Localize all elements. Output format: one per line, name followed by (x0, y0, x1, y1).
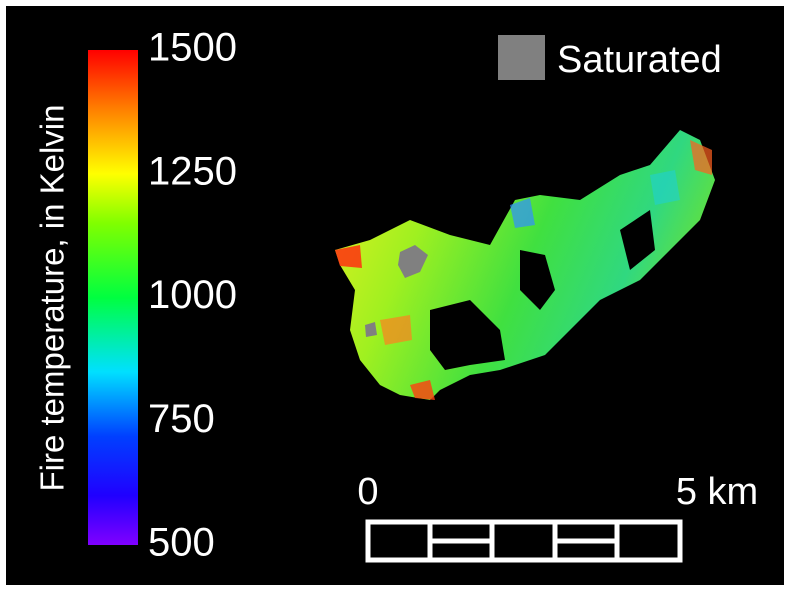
colorbar-tick-label: 1000 (148, 273, 237, 317)
saturated-swatch (498, 35, 545, 80)
page: {"colorbar": {"label": "Fire temperature… (0, 0, 790, 591)
colorbar-tick-label: 750 (148, 397, 215, 441)
colorbar (88, 50, 138, 545)
map-figure: Fire temperature, in Kelvin 500 750 1000 12… (0, 0, 790, 591)
legend-label: Saturated (557, 39, 722, 81)
colorbar-title: Fire temperature, in Kelvin (34, 105, 71, 492)
colorbar-tick-label: 1500 (148, 26, 237, 70)
scale-end-label: 5 km (676, 471, 758, 513)
colorbar-tick-label: 1250 (148, 149, 237, 193)
colorbar-tick-label: 500 (148, 521, 215, 565)
scale-start-label: 0 (357, 471, 378, 513)
